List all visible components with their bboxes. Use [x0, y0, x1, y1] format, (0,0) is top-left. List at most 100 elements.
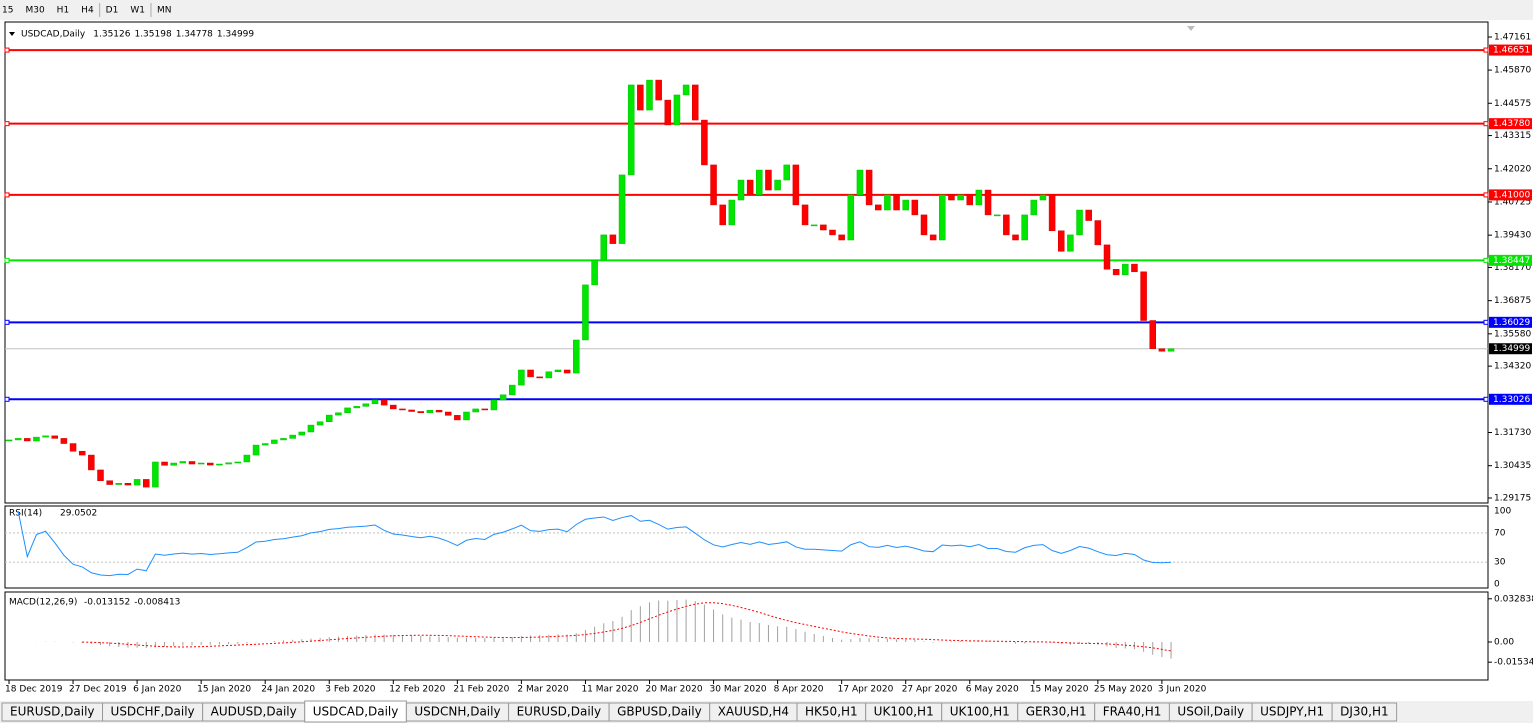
candle — [627, 84, 635, 176]
last-price-box — [1489, 343, 1532, 355]
macd-plot — [17, 599, 1172, 659]
candle — [1103, 244, 1111, 270]
tab-label[interactable]: EURUSD,Daily — [10, 705, 95, 719]
tab-label[interactable]: USDCNH,Daily — [414, 705, 500, 719]
candle — [435, 409, 443, 413]
timeframe-button[interactable]: W1 — [130, 6, 145, 16]
candle — [728, 199, 736, 226]
level-handle — [1483, 192, 1489, 198]
y-tick-label: 1.39430 — [1494, 231, 1531, 241]
y-tick-label: 1.31730 — [1494, 428, 1531, 438]
timeframe-button[interactable]: 15 — [2, 6, 13, 16]
symbol: USDCAD,Daily — [21, 30, 86, 40]
y-tick-label: 1.40725 — [1494, 197, 1531, 207]
candle — [618, 174, 626, 244]
ohlc-value: 1.35126 — [93, 30, 130, 40]
timeframe-button[interactable]: H1 — [57, 6, 70, 16]
candle — [234, 461, 241, 464]
candle — [133, 479, 141, 486]
tab-label[interactable]: EURUSD,Daily — [517, 705, 602, 719]
candle — [271, 439, 278, 444]
candle — [252, 444, 260, 456]
y-tick-label: 1.43315 — [1494, 131, 1531, 141]
rsi-name: RSI(14) — [9, 509, 42, 519]
rsi-panel — [4, 505, 1489, 589]
candle — [810, 224, 818, 227]
candle — [1039, 194, 1047, 201]
candle — [966, 194, 973, 206]
x-tick-label: 18 Dec 2019 — [5, 685, 63, 695]
level-handle — [4, 257, 10, 263]
candle — [1158, 348, 1166, 352]
candle — [875, 204, 882, 211]
candle — [353, 406, 360, 409]
macd-tick-label: 0.00 — [1494, 637, 1514, 647]
tab[interactable] — [1331, 702, 1398, 722]
candle — [737, 179, 745, 201]
candle — [426, 409, 434, 414]
candle — [316, 421, 324, 426]
level-label: 1.46651 — [1493, 46, 1530, 56]
candle — [527, 369, 534, 378]
tab-label[interactable]: UK100,H1 — [874, 705, 934, 719]
tab-label[interactable]: GER30,H1 — [1026, 705, 1087, 719]
level-label-box — [1489, 44, 1532, 56]
tab-label[interactable]: USOil,Daily — [1177, 705, 1244, 719]
candle — [78, 450, 86, 456]
x-tick-label: 20 Mar 2020 — [646, 685, 703, 695]
candle — [24, 438, 31, 442]
candle — [673, 94, 681, 126]
tab-label[interactable]: USDCHF,Daily — [111, 705, 195, 719]
candle — [161, 461, 168, 466]
x-tick-label: 6 Jan 2020 — [133, 685, 181, 695]
level-label: 1.41000 — [1493, 190, 1530, 200]
candle — [124, 483, 132, 486]
tab-label[interactable]: USDCAD,Daily — [313, 705, 399, 719]
timeframe-button[interactable]: M30 — [25, 6, 44, 16]
tab-label[interactable]: UK100,H1 — [950, 705, 1010, 719]
x-tick-label: 3 Jun 2020 — [1158, 685, 1207, 695]
candle — [939, 194, 946, 241]
candle — [115, 483, 123, 485]
candle — [390, 404, 397, 410]
main-plot — [5, 49, 1488, 488]
tab-label[interactable]: XAUUSD,H4 — [718, 705, 789, 719]
y-tick-label: 1.34320 — [1494, 362, 1531, 372]
candle — [143, 479, 150, 488]
candle — [838, 234, 845, 241]
candle — [60, 438, 68, 444]
candle — [884, 194, 891, 211]
candle — [371, 399, 379, 405]
tab-label[interactable]: GBPUSD,Daily — [617, 705, 702, 719]
tab-label[interactable]: FRA40,H1 — [1103, 705, 1162, 719]
tab-label[interactable]: AUDUSD,Daily — [211, 705, 297, 719]
x-tick-label: 21 Feb 2020 — [453, 685, 509, 695]
candle — [33, 436, 40, 442]
x-tick-label: 12 Feb 2020 — [389, 685, 445, 695]
tab-label[interactable]: HK50,H1 — [805, 705, 858, 719]
level-handle — [4, 192, 10, 198]
candle — [14, 438, 22, 441]
timeframe-button[interactable]: H4 — [81, 6, 94, 16]
candle — [307, 424, 315, 433]
candle — [399, 408, 406, 411]
level-label: 1.33026 — [1493, 395, 1530, 405]
level-label: 1.38447 — [1493, 256, 1530, 266]
timeframe-button[interactable]: D1 — [106, 6, 119, 16]
macd-tick-label: -0.015342 — [1494, 658, 1533, 668]
x-tick-label: 27 Apr 2020 — [902, 685, 958, 695]
candle — [929, 234, 937, 241]
level-handle — [4, 396, 10, 402]
macd-main: -0.013152 — [84, 598, 130, 608]
tab-label[interactable]: USDJPY,H1 — [1260, 705, 1324, 719]
y-tick-label: 1.44575 — [1494, 99, 1531, 109]
candle — [774, 179, 781, 191]
rsi-value: 29.0502 — [60, 509, 97, 519]
candle — [69, 443, 77, 452]
candle — [765, 169, 772, 191]
candle — [756, 169, 763, 196]
timeframe-button[interactable]: MN — [157, 6, 172, 16]
tab-label[interactable]: DJ30,H1 — [1340, 705, 1389, 719]
candle — [1085, 209, 1092, 221]
